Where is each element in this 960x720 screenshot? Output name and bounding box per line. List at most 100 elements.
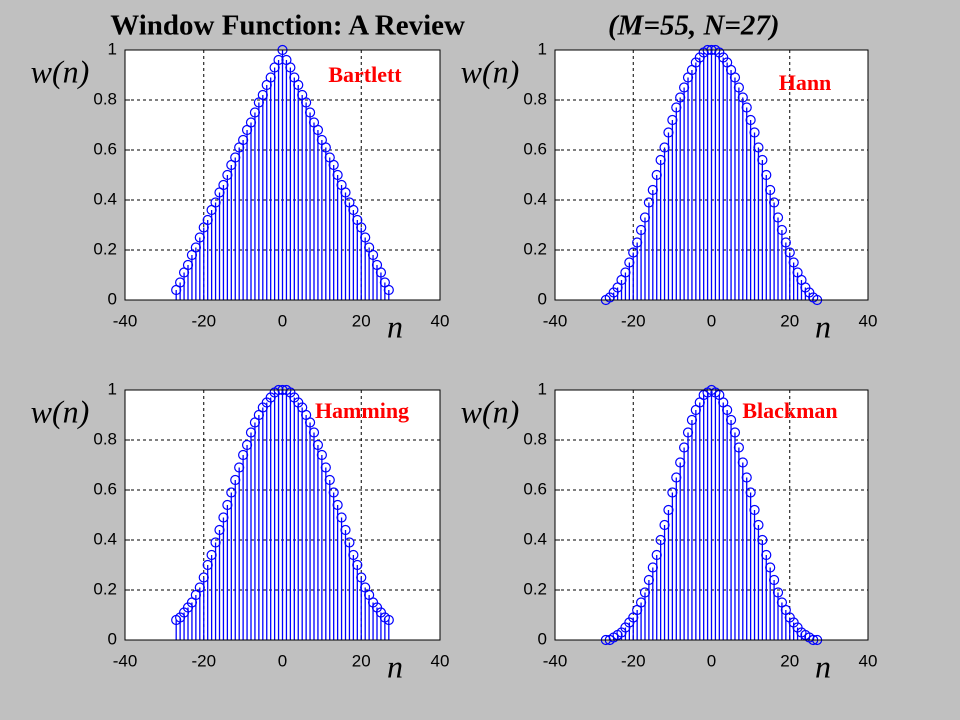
x-axis-label: n <box>815 648 831 684</box>
stem-marker <box>202 559 213 571</box>
stem-marker <box>348 204 359 216</box>
x-tick-label: 40 <box>859 651 878 670</box>
stem-marker <box>725 414 737 426</box>
stem-marker <box>639 587 651 598</box>
stem-marker <box>753 142 764 153</box>
y-tick-label: 0.6 <box>523 139 547 158</box>
stem-marker <box>635 597 647 608</box>
stem-marker <box>655 154 666 166</box>
stem-marker <box>320 142 331 153</box>
x-tick-label: -40 <box>113 651 138 670</box>
stem-marker <box>324 474 335 486</box>
stem-marker <box>647 562 658 573</box>
x-axis-label: n <box>387 308 403 344</box>
stem-marker <box>624 257 635 268</box>
stem-marker <box>230 474 241 486</box>
stem-marker <box>383 284 394 296</box>
stem-marker <box>757 534 768 546</box>
stem-marker <box>190 242 201 253</box>
stem-marker <box>628 247 639 258</box>
stem-marker <box>788 257 799 268</box>
stem-marker <box>663 127 674 138</box>
stem-marker <box>273 54 284 66</box>
stem-marker <box>214 524 225 536</box>
x-tick-label: -20 <box>621 651 646 670</box>
stem-marker <box>367 249 379 261</box>
y-axis-label: w(n) <box>31 53 90 89</box>
stem-marker <box>348 549 359 561</box>
axes-frame <box>554 389 869 641</box>
y-tick-label: 1 <box>538 379 547 398</box>
y-tick-label: 0.6 <box>93 139 117 158</box>
stem-marker <box>749 504 760 516</box>
y-tick-label: 1 <box>538 39 547 58</box>
stem-marker <box>320 462 331 473</box>
window-name: Blackman <box>742 398 837 423</box>
stem-marker <box>328 487 339 498</box>
stem-marker <box>745 487 756 498</box>
y-tick-label: 1 <box>108 379 117 398</box>
y-axis-label: w(n) <box>461 393 520 429</box>
stem-marker <box>768 574 780 586</box>
stem-marker <box>332 169 343 181</box>
window-name: Hann <box>779 70 832 95</box>
x-tick-label: -20 <box>621 311 646 330</box>
stem-marker <box>639 212 651 223</box>
stem-marker <box>663 504 674 516</box>
stem-marker <box>753 519 764 531</box>
stem-marker <box>304 417 316 428</box>
window-name: Hamming <box>315 398 409 423</box>
y-tick-label: 0.2 <box>523 579 547 598</box>
stem-marker <box>780 237 791 248</box>
stem-marker <box>308 427 320 438</box>
stem-marker <box>757 154 768 166</box>
x-axis-label: n <box>387 648 403 684</box>
stem-marker <box>765 184 776 196</box>
stem-marker <box>375 267 387 278</box>
stem-marker <box>682 427 694 438</box>
stem-marker <box>222 499 233 511</box>
axes-frame <box>124 389 441 641</box>
stem-marker <box>234 462 245 473</box>
stem-marker <box>336 512 347 523</box>
panel: -40 -20 0 20 40 0 0.2 0.4 0.6 0.8 1 Hann w(n) n <box>461 39 878 344</box>
stem-marker <box>659 519 670 531</box>
stem-marker <box>194 582 205 593</box>
stem-marker <box>304 107 316 118</box>
y-tick-label: 0 <box>538 289 547 308</box>
stem-marker <box>222 169 233 181</box>
stem-marker <box>356 572 367 583</box>
stem-marker <box>194 232 205 243</box>
stem-marker <box>761 549 772 561</box>
stem-marker <box>679 442 690 453</box>
stem-marker <box>729 72 741 83</box>
y-tick-label: 0.2 <box>93 579 117 598</box>
stem-marker <box>667 487 678 498</box>
y-tick-label: 0 <box>538 629 547 648</box>
stem-marker <box>245 117 257 128</box>
stem-marker <box>737 457 748 468</box>
y-tick-label: 0.2 <box>93 239 117 258</box>
stem-marker <box>651 549 662 561</box>
y-tick-label: 0.4 <box>523 529 547 548</box>
page-subtitle: (M=55, N=27) <box>608 10 780 42</box>
stem-marker <box>352 559 363 571</box>
stem-marker <box>745 114 756 126</box>
y-tick-label: 0.4 <box>93 529 117 548</box>
y-tick-label: 0.8 <box>523 429 547 448</box>
stem-marker <box>241 439 253 451</box>
stem-marker <box>238 134 249 146</box>
y-tick-label: 0.8 <box>93 89 117 108</box>
stem-marker <box>316 449 327 461</box>
y-tick-label: 0 <box>108 289 117 308</box>
stem-marker <box>772 212 784 223</box>
y-tick-label: 0.8 <box>93 429 117 448</box>
stem-marker <box>722 404 733 416</box>
x-tick-label: 20 <box>780 651 799 670</box>
x-tick-label: 40 <box>431 311 450 330</box>
axes-frame <box>124 49 441 301</box>
stem-marker <box>632 237 643 248</box>
y-tick-label: 0 <box>108 629 117 648</box>
y-tick-label: 0.2 <box>523 239 547 258</box>
stem-marker <box>620 267 631 278</box>
